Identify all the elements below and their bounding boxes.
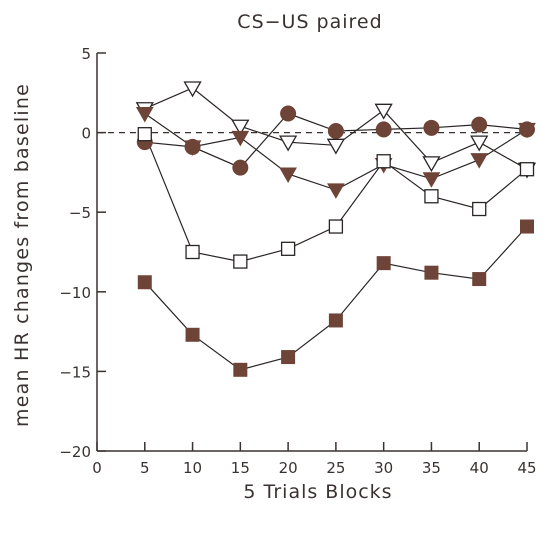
y-tick-label: −20 [59,443,91,461]
data-point-open-square [280,241,296,256]
x-tick-label: 40 [470,459,489,477]
series-line-filled-square [144,226,528,371]
y-tick-label: 0 [81,125,91,143]
data-point-filled-triangle-down [135,106,154,123]
data-point-open-square [328,219,344,234]
y-tick-label: −15 [59,363,91,381]
data-point-open-square [137,127,152,142]
data-point-filled-square [137,275,152,290]
x-axis-label: 5 Trials Blocks [243,481,392,503]
y-axis-label: mean HR changes from baseline [11,83,33,427]
y-tick-label: −5 [69,204,91,222]
data-point-open-square [519,162,535,177]
data-point-filled-triangle-down [518,122,536,139]
data-point-open-triangle-down [374,103,393,120]
x-tick-label: 45 [517,459,536,477]
data-point-filled-triangle-down [231,130,250,147]
data-point-open-triangle-down [278,135,298,152]
data-point-open-square [185,244,200,260]
x-tick-label: 0 [92,459,102,477]
y-tick-label: −10 [59,284,91,302]
x-tick-label: 15 [231,459,250,477]
data-point-open-square [376,154,391,169]
data-point-open-square [424,189,439,204]
x-tick-label: 5 [140,459,150,477]
plot-area: 50−5−10−15−200 5 10 15 20 25 30 35 40 45 [59,45,536,477]
x-tick-label: 10 [183,459,202,477]
data-point-filled-triangle-down [422,172,441,188]
data-point-open-triangle-down [470,135,489,152]
data-point-filled-square [185,327,200,342]
x-tick-label: 35 [422,459,441,477]
data-point-filled-circle [280,105,297,122]
data-point-filled-square [472,272,487,287]
x-tick-label: 20 [279,459,298,477]
chart-title: CS−US paired [237,11,382,33]
data-point-filled-square [281,350,296,365]
x-tick-label: 25 [326,459,345,477]
data-point-open-square [472,201,487,217]
data-point-open-triangle-down [231,119,250,136]
data-point-filled-square [233,362,248,377]
data-point-filled-square [376,256,391,271]
data-point-filled-circle [423,119,440,136]
data-point-open-triangle-down [326,138,346,155]
data-point-filled-circle [327,123,344,140]
data-point-open-square [233,254,248,269]
data-point-filled-triangle-down [183,140,202,156]
data-point-open-triangle-down [422,156,441,173]
y-tick-label: 5 [81,45,91,63]
data-point-filled-square [328,313,343,328]
data-point-filled-triangle-down [470,153,489,169]
data-point-filled-circle [471,116,488,133]
data-point-open-triangle-down [183,81,202,98]
data-point-filled-circle [375,121,392,138]
x-tick-label: 30 [374,459,393,477]
data-point-filled-triangle-down [279,167,297,183]
data-point-filled-square [424,265,439,280]
data-point-filled-square [520,219,534,234]
data-point-filled-circle [232,159,249,176]
data-point-filled-triangle-down [327,183,345,199]
